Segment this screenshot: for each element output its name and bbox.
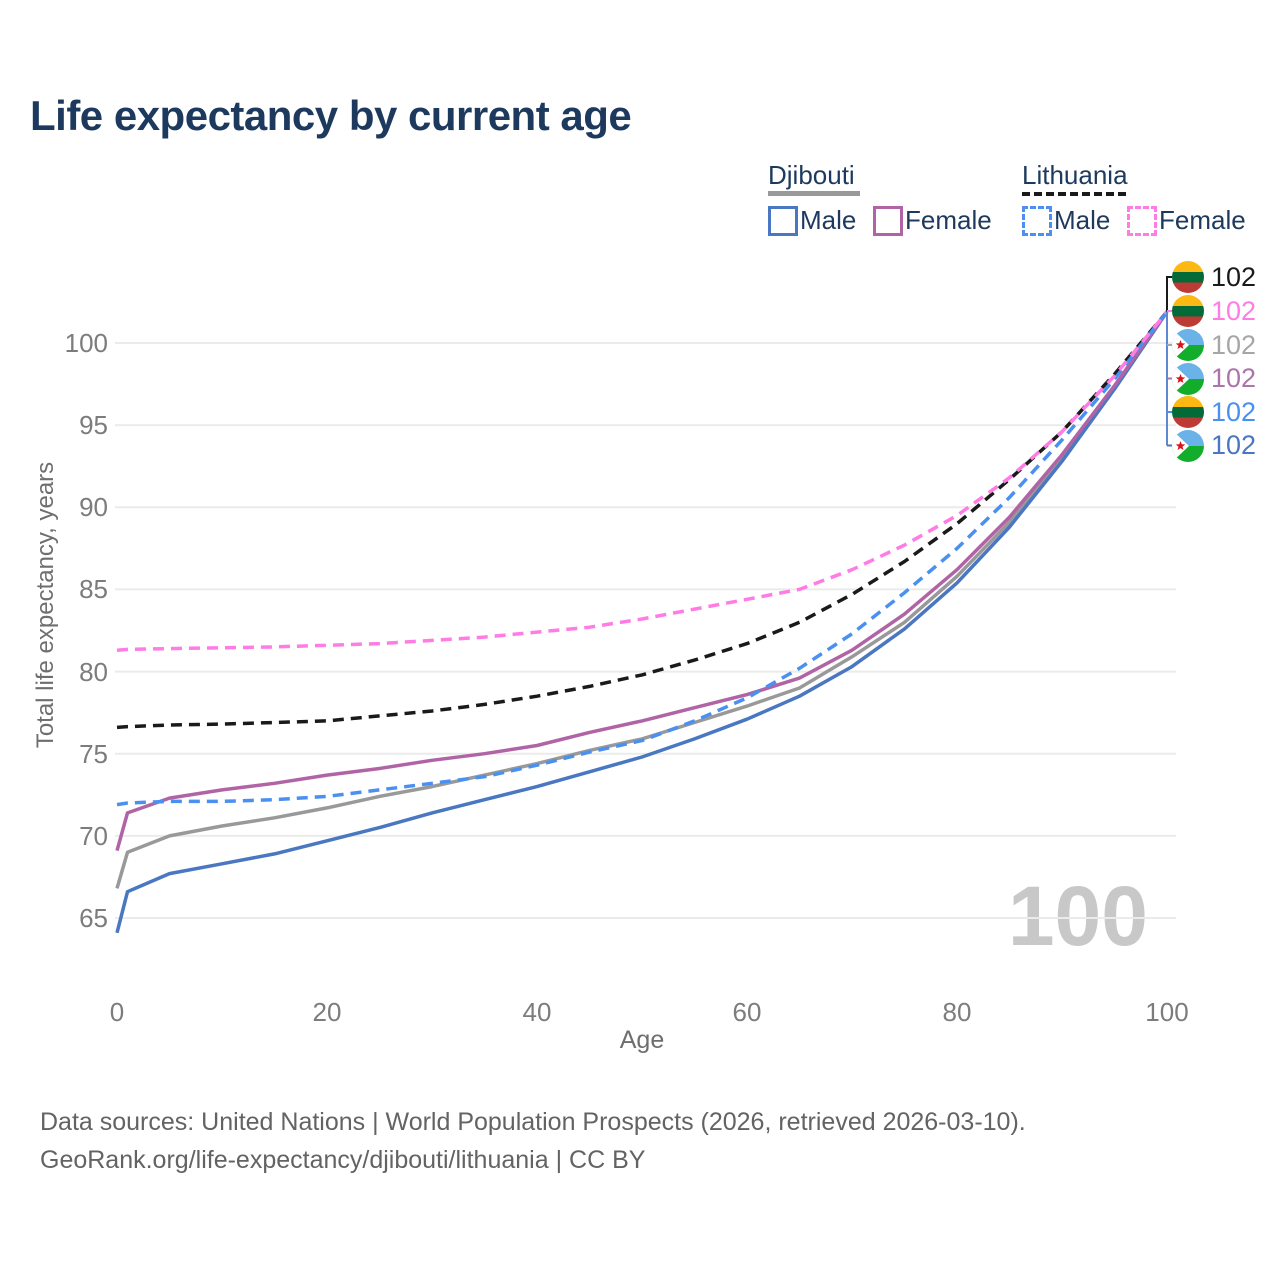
y-tick-label: 100: [64, 328, 108, 358]
endpoint-value: 102: [1211, 329, 1257, 360]
legend-label-djibouti-male[interactable]: Male: [800, 205, 857, 235]
y-tick-label: 80: [79, 656, 108, 687]
watermark-age-100: 100: [1007, 869, 1148, 963]
lithuania-flag-icon: [1172, 396, 1204, 428]
x-tick-label: 40: [522, 997, 552, 1027]
legend-label-lithuania-male[interactable]: Male: [1054, 205, 1111, 235]
attribution-link-text[interactable]: GeoRank.org/life-expectancy/djibouti/lit…: [40, 1146, 646, 1174]
y-tick-label: 90: [79, 492, 108, 523]
legend-swatch-djibouti-male[interactable]: [768, 206, 798, 236]
x-tick-label: 100: [1145, 997, 1189, 1027]
data-sources-text: Data sources: United Nations | World Pop…: [40, 1108, 1026, 1136]
legend-group-djibouti[interactable]: Djibouti: [768, 160, 855, 190]
x-tick-label: 0: [109, 997, 125, 1027]
djibouti-flag-icon: [1172, 362, 1204, 395]
lithuania-combined-line-swatch: [1022, 192, 1126, 196]
legend-group-lithuania[interactable]: Lithuania: [1022, 160, 1128, 190]
endpoint-label-row: 102: [1172, 362, 1257, 395]
legend-label-lithuania-female[interactable]: Female: [1159, 205, 1246, 235]
legend-swatch-djibouti-female[interactable]: [873, 206, 903, 236]
endpoint-label-row: 102: [1172, 396, 1256, 428]
endpoint-value: 102: [1211, 430, 1257, 460]
endpoint-value: 102: [1211, 261, 1257, 292]
djibouti-flag-icon: [1172, 329, 1204, 361]
x-tick-label: 20: [312, 997, 342, 1027]
lithuania-flag-icon: [1172, 295, 1204, 327]
y-tick-label: 65: [79, 903, 108, 933]
endpoint-value: 102: [1211, 396, 1257, 427]
endpoint-label-row: 102: [1172, 295, 1256, 327]
lithuania-flag-icon: [1172, 261, 1204, 293]
y-tick-label: 95: [79, 410, 108, 441]
page-title: Life expectancy by current age: [30, 92, 632, 139]
endpoint-label-row: 102: [1172, 329, 1256, 361]
y-tick-label: 70: [79, 820, 108, 851]
y-tick-label: 85: [79, 574, 108, 605]
x-tick-label: 80: [942, 997, 972, 1027]
endpoint-label-row: 102: [1172, 429, 1257, 462]
endpoint-value: 102: [1211, 295, 1257, 326]
endpoint-value: 102: [1211, 363, 1257, 393]
legend-swatch-lithuania-male[interactable]: [1022, 206, 1052, 236]
x-tick-label: 60: [732, 997, 762, 1027]
djibouti-combined-line-swatch: [768, 191, 860, 196]
legend-label-djibouti-female[interactable]: Female: [905, 205, 992, 235]
x-axis-title: Age: [619, 1026, 665, 1054]
y-tick-label: 75: [79, 738, 108, 769]
legend-swatch-lithuania-female[interactable]: [1127, 206, 1157, 236]
endpoint-label-row: 102: [1172, 261, 1256, 293]
djibouti-flag-icon: [1172, 429, 1204, 462]
